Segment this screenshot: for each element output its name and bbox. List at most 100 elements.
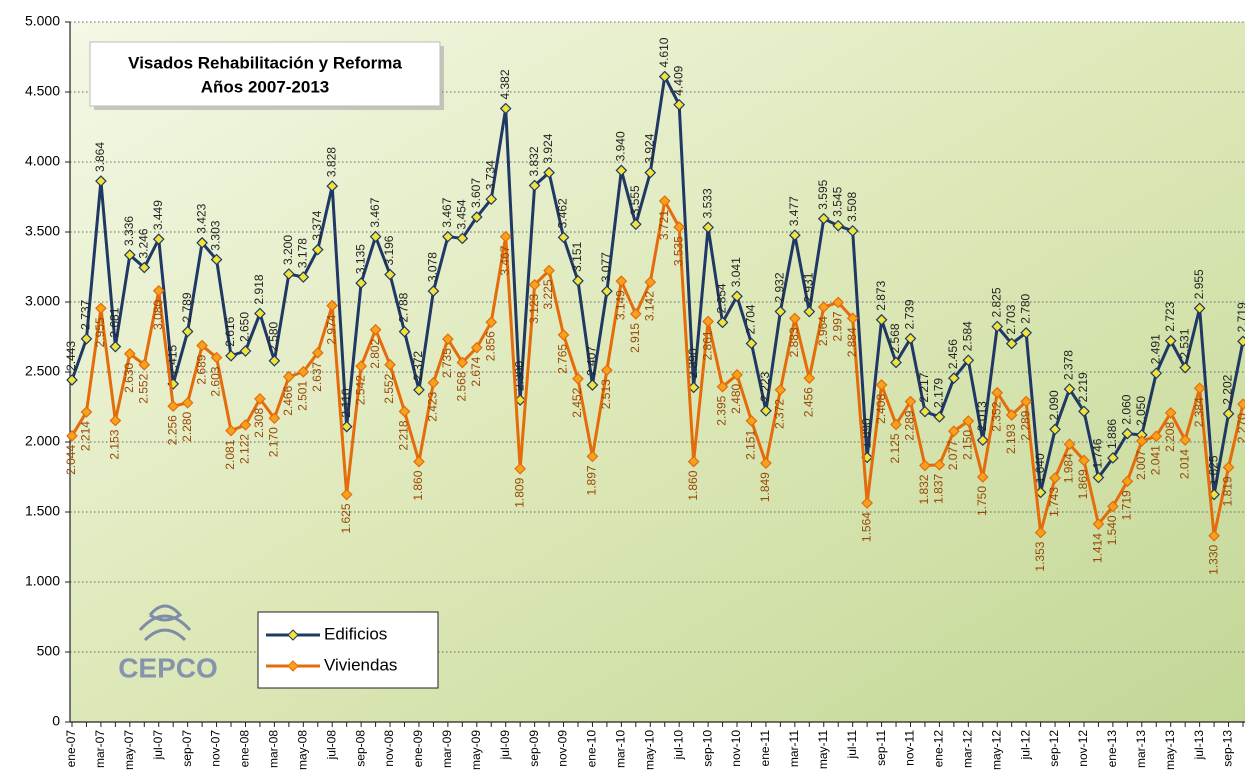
data-point	[557, 231, 570, 244]
data-label: 2.883	[787, 327, 801, 357]
data-point	[658, 195, 671, 207]
data-label: 1.860	[411, 470, 425, 500]
legend: Edificios Viviendas	[257, 611, 439, 689]
data-label: 1.869	[1076, 469, 1090, 499]
series-line	[70, 75, 1245, 496]
data-point	[470, 341, 483, 354]
data-label: 1.860	[686, 470, 700, 500]
data-point	[196, 236, 208, 249]
data-point	[311, 346, 324, 359]
data-point	[615, 164, 628, 177]
data-label: 2.915	[628, 323, 642, 353]
data-point	[80, 406, 93, 418]
data-label: 3.467	[498, 245, 512, 275]
data-point	[181, 325, 194, 338]
data-point	[846, 312, 859, 325]
x-tick-label: jul-11	[845, 730, 859, 760]
data-label: 2.501	[295, 381, 309, 411]
data-point	[1237, 398, 1245, 411]
data-point	[904, 332, 917, 345]
data-label: 2.214	[79, 421, 93, 451]
data-point	[427, 376, 440, 389]
y-tick-label: 1.000	[25, 573, 60, 589]
data-label: 2.931	[801, 272, 815, 302]
data-label: 3.135	[353, 244, 367, 274]
data-label: 2.423	[426, 391, 440, 421]
data-label: 2.681	[108, 307, 122, 337]
data-point	[528, 179, 541, 192]
data-point	[326, 299, 339, 312]
data-label: 3.078	[426, 252, 440, 282]
data-label: 3.225	[541, 279, 555, 309]
data-label: 2.491	[1148, 334, 1162, 364]
data-point	[138, 358, 151, 371]
data-point	[760, 404, 772, 417]
data-label: 1.540	[1105, 515, 1119, 545]
data-point	[745, 415, 758, 427]
data-label: 3.423	[194, 203, 208, 233]
data-point	[1107, 452, 1119, 464]
data-point	[803, 372, 816, 385]
logo: CEPCO	[118, 604, 218, 683]
data-label: 2.289	[903, 410, 917, 440]
data-point	[297, 366, 310, 378]
x-tick-label: nov-10	[729, 730, 743, 767]
data-label: 2.861	[700, 330, 714, 360]
data-label: 3.467	[368, 197, 382, 227]
x-tick-label: jul-09	[498, 730, 512, 761]
data-point	[788, 312, 801, 325]
data-label: 2.650	[238, 312, 252, 342]
data-point	[66, 374, 78, 386]
data-point	[80, 332, 93, 345]
data-point	[1121, 427, 1134, 440]
data-point	[803, 305, 816, 318]
data-point	[355, 277, 367, 289]
data-point	[123, 249, 136, 261]
data-label: 2.407	[585, 346, 599, 376]
x-tick-label: ene-13	[1105, 730, 1119, 768]
data-point	[1005, 409, 1018, 421]
data-point	[817, 212, 830, 225]
data-point	[702, 315, 714, 328]
data-label: 2.735	[440, 348, 454, 378]
data-point	[1164, 407, 1177, 419]
data-point	[340, 420, 353, 433]
y-tick-label: 4.500	[25, 83, 60, 99]
data-label: 1.746	[1091, 438, 1105, 468]
data-point	[687, 455, 700, 468]
data-point	[1179, 361, 1192, 374]
data-label: 2.603	[209, 366, 223, 396]
data-point	[543, 166, 555, 179]
x-tick-label: nov-07	[209, 730, 223, 767]
data-label: 2.060	[1120, 394, 1134, 424]
data-label: 3.077	[599, 252, 613, 282]
data-label: 2.689	[194, 354, 208, 384]
data-label: 3.924	[642, 133, 656, 163]
data-label: 2.552	[136, 373, 150, 403]
data-point	[861, 497, 873, 509]
data-label: 2.151	[744, 430, 758, 460]
data-label: 2.395	[715, 395, 729, 425]
data-point	[470, 211, 483, 223]
data-label: 3.832	[527, 146, 541, 176]
data-label: 3.533	[700, 188, 714, 218]
data-label: 2.372	[773, 399, 787, 429]
data-label: 2.153	[108, 429, 122, 459]
legend-label: Edificios	[324, 624, 387, 643]
data-label: 2.050	[1134, 396, 1148, 426]
legend-marker	[287, 629, 299, 641]
data-point	[919, 459, 931, 472]
data-point	[297, 271, 310, 283]
data-point	[615, 275, 628, 287]
data-label: 2.552	[382, 373, 396, 403]
data-label: 2.802	[368, 338, 382, 368]
data-point	[1164, 334, 1177, 347]
data-label: 2.542	[353, 375, 367, 405]
data-label: 2.202	[1221, 374, 1235, 404]
data-point	[528, 278, 541, 291]
y-tick-label: 500	[37, 643, 61, 659]
x-tick-label: mar-13	[1134, 730, 1148, 768]
data-point	[239, 419, 252, 431]
data-label: 2.964	[816, 316, 830, 346]
data-label: 1.897	[585, 465, 599, 495]
